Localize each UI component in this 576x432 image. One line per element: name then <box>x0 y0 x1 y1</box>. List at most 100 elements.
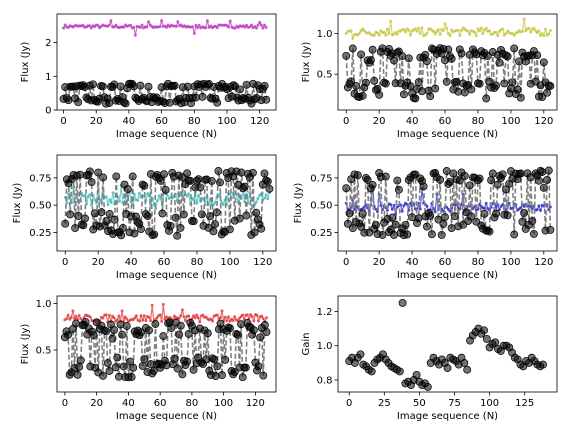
data-point <box>221 355 230 364</box>
data-point <box>468 32 472 36</box>
data-point <box>426 92 435 101</box>
data-point <box>125 317 129 321</box>
data-point <box>167 324 176 332</box>
data-point <box>348 224 357 233</box>
x-axis-label: Image sequence (N) <box>397 411 498 422</box>
data-point <box>381 172 390 181</box>
x-tick-label: 20 <box>373 257 386 268</box>
x-tick-label: 80 <box>188 116 201 127</box>
x-tick-label: 20 <box>92 257 105 268</box>
data-point <box>256 333 265 342</box>
x-tick-label: 40 <box>406 257 419 268</box>
data-point <box>107 313 111 317</box>
data-point <box>228 319 232 323</box>
data-point <box>140 23 144 27</box>
data-point <box>85 167 94 176</box>
data-point <box>210 355 219 364</box>
data-point <box>138 26 142 29</box>
data-point <box>179 210 188 219</box>
data-point <box>372 34 376 37</box>
data-point <box>154 207 158 210</box>
data-point <box>345 209 354 218</box>
data-point <box>504 32 508 35</box>
data-point <box>179 314 183 318</box>
data-point <box>258 20 262 24</box>
data-point <box>144 319 148 323</box>
data-point <box>108 334 117 343</box>
data-point <box>149 319 153 323</box>
data-point <box>93 198 97 202</box>
data-point <box>197 23 201 27</box>
data-point <box>159 332 168 341</box>
data-point <box>104 195 108 199</box>
data-point <box>542 34 546 38</box>
data-point <box>118 224 127 232</box>
data-point <box>390 207 394 211</box>
y-axis-label: Gain <box>301 333 312 356</box>
data-point <box>418 87 426 96</box>
y-tick-label: 1 <box>45 72 51 83</box>
data-point <box>196 26 200 30</box>
x-tick-label: 20 <box>90 398 103 409</box>
data-point <box>129 82 138 91</box>
data-point <box>118 330 127 339</box>
y-tick-label: 1.0 <box>317 29 333 40</box>
data-point <box>254 200 258 204</box>
data-point <box>186 176 195 185</box>
data-point <box>433 210 437 214</box>
data-point <box>73 370 82 379</box>
data-point <box>160 19 164 23</box>
data-point <box>257 319 260 323</box>
data-point <box>166 221 175 230</box>
data-point <box>357 50 366 59</box>
data-point <box>128 172 137 181</box>
data-point <box>143 212 152 220</box>
data-point <box>88 315 92 319</box>
data-point <box>260 314 264 318</box>
x-tick-label: 0 <box>343 116 349 127</box>
data-point <box>414 78 423 87</box>
plot-area <box>345 298 547 391</box>
data-point <box>104 313 108 317</box>
data-point <box>493 180 502 189</box>
data-point <box>249 326 258 335</box>
data-point <box>458 34 462 38</box>
data-point <box>241 313 245 317</box>
data-point <box>454 87 463 96</box>
axes-frame <box>337 154 558 252</box>
data-point <box>347 77 356 86</box>
data-point <box>193 316 197 320</box>
data-point <box>488 169 497 178</box>
data-point <box>89 26 93 30</box>
data-point <box>184 329 193 338</box>
data-point <box>134 314 138 318</box>
data-point <box>259 371 268 380</box>
data-point <box>233 330 242 339</box>
data-point <box>160 319 164 323</box>
data-point <box>209 317 213 321</box>
data-point <box>81 214 89 223</box>
data-point <box>537 29 541 33</box>
data-point <box>539 183 548 192</box>
data-point <box>206 212 215 221</box>
x-tick-label: 0 <box>62 398 68 409</box>
data-point <box>262 95 271 104</box>
data-point <box>528 217 537 226</box>
data-point <box>67 192 70 196</box>
data-point <box>539 58 548 67</box>
data-point <box>485 227 494 236</box>
data-point <box>538 168 547 176</box>
y-axis-label: Flux (Jy) <box>20 324 31 365</box>
data-point <box>223 315 227 319</box>
y-tick-label: 1.0 <box>36 299 52 310</box>
data-point <box>230 368 239 377</box>
data-point <box>524 29 528 33</box>
data-point <box>62 26 65 30</box>
data-point <box>546 82 555 90</box>
data-point <box>404 54 413 63</box>
data-point <box>237 320 246 329</box>
data-point <box>492 81 501 90</box>
data-point <box>381 79 390 88</box>
y-tick-label: 1.2 <box>317 307 333 318</box>
data-point <box>73 317 76 320</box>
